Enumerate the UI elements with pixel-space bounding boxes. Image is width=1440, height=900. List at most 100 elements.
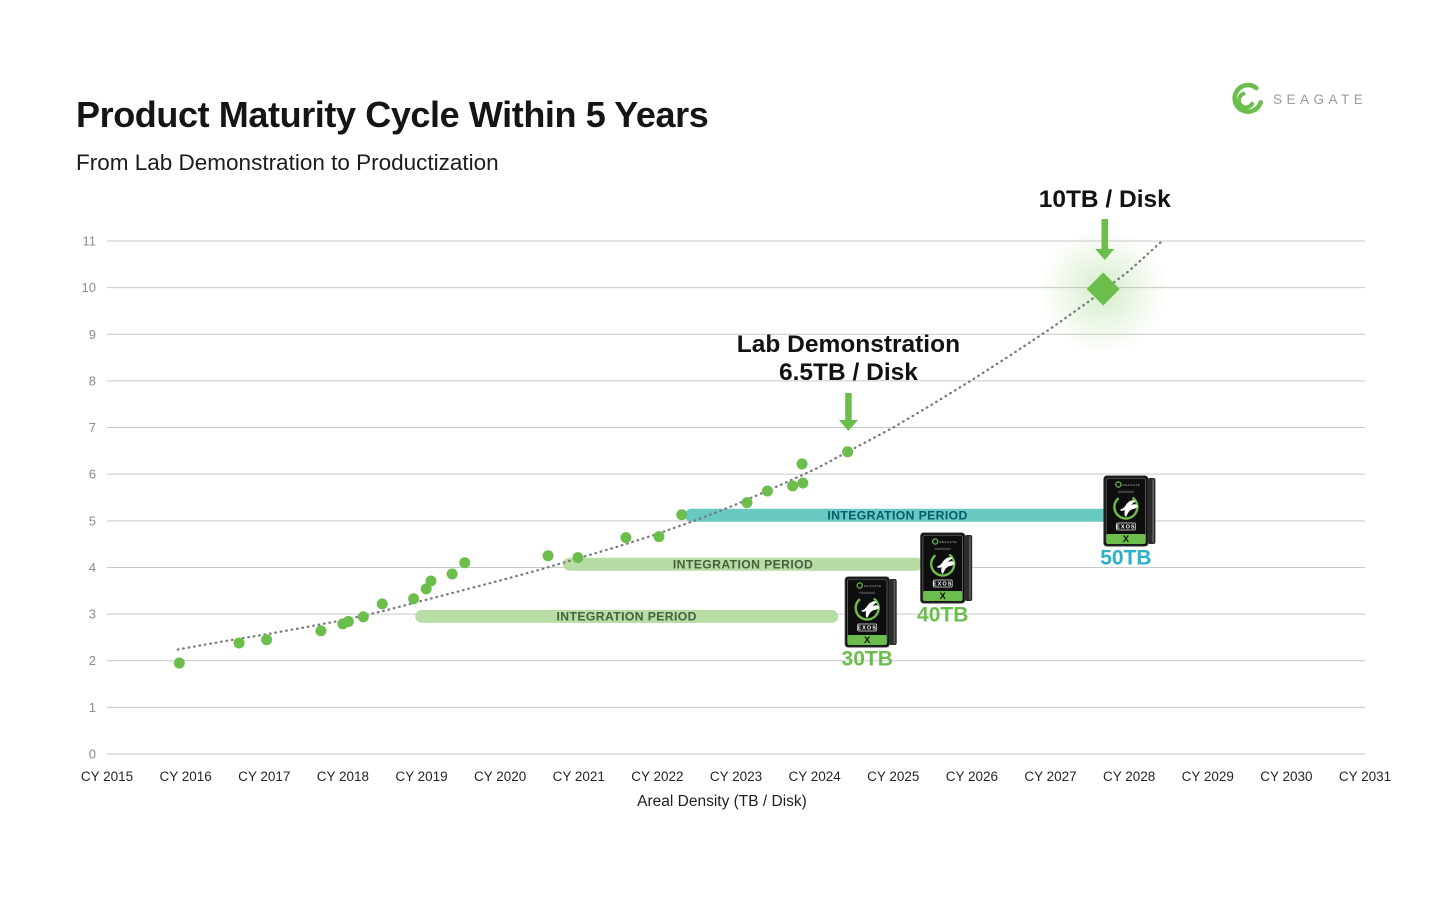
scatter-point	[233, 637, 245, 649]
disk-green-band	[847, 635, 887, 645]
scatter-point	[572, 552, 584, 564]
exos-box	[857, 623, 878, 632]
integration-bar	[415, 609, 839, 623]
scatter-point	[408, 593, 420, 605]
disk-image: SEAGATE EXOS X 40TB	[917, 532, 973, 627]
scatter-point	[261, 634, 273, 646]
disk-brand-text: SEAGATE	[864, 584, 882, 588]
integration-bar-label: INTEGRATION PERIOD	[827, 508, 967, 522]
y-tick-label: 8	[89, 373, 96, 388]
scatter-point	[542, 550, 554, 562]
scatter-point	[357, 611, 369, 623]
disk-capacity-label: 30TB	[842, 648, 893, 671]
x-tick-label: CY 2015	[81, 769, 133, 784]
x-tick-label: CY 2016	[159, 769, 211, 784]
x-tick-label: CY 2030	[1260, 769, 1312, 784]
disk-image: SEAGATE EXOS X 50TB	[1100, 475, 1156, 570]
disk-image: SEAGATE EXOS X 30TB	[842, 576, 897, 671]
scatter-point	[796, 458, 808, 470]
disk-band-x: X	[1123, 534, 1130, 545]
disk-model-line	[934, 547, 951, 550]
y-tick-label: 2	[89, 653, 96, 668]
down-arrow-icon	[1095, 249, 1115, 260]
x-tick-label: CY 2022	[631, 769, 683, 784]
scatter-point	[761, 485, 773, 497]
y-tick-label: 10	[82, 280, 96, 295]
y-tick-label: 6	[89, 467, 96, 482]
exos-ring-icon	[930, 551, 956, 577]
scatter-point	[425, 575, 437, 587]
seagate-swirl-icon	[856, 582, 863, 589]
disk-brand-text: SEAGATE	[939, 540, 957, 544]
exos-bird-icon	[861, 601, 880, 618]
exos-text: EXOS	[857, 626, 877, 632]
integration-bar-label: INTEGRATION PERIOD	[557, 610, 697, 624]
diamond-marker	[1086, 272, 1120, 306]
scatter-point	[741, 497, 753, 509]
seagate-swirl-icon	[1115, 481, 1122, 488]
scatter-point	[446, 568, 458, 580]
seagate-logo: SEAGATE	[1226, 80, 1367, 118]
disk-band-x: X	[864, 635, 871, 646]
y-tick-label: 11	[83, 234, 97, 249]
y-tick-label: 5	[89, 513, 96, 528]
x-tick-label: CY 2029	[1182, 769, 1234, 784]
y-tick-label: 3	[89, 607, 96, 622]
x-tick-label: CY 2024	[788, 769, 841, 784]
scatter-point	[620, 532, 632, 544]
exos-bird-icon	[936, 557, 955, 574]
scatter-point	[173, 657, 185, 669]
x-tick-label: CY 2021	[553, 769, 605, 784]
scatter-point	[315, 625, 327, 637]
scatter-point	[459, 557, 471, 569]
x-tick-label: CY 2028	[1103, 769, 1155, 784]
x-tick-label: CY 2018	[317, 769, 369, 784]
exos-box	[932, 579, 953, 588]
disk-capacity-label: 50TB	[1100, 547, 1151, 570]
exos-bird-icon	[1119, 500, 1138, 517]
scatter-point	[676, 509, 688, 521]
scatter-point	[376, 598, 388, 610]
disk-side-highlight	[969, 536, 971, 600]
y-tick-label: 0	[89, 747, 96, 762]
down-arrow-icon	[838, 420, 858, 431]
disk-model-line	[1117, 490, 1134, 493]
annotation-text: 10TB / Disk	[1039, 186, 1171, 213]
scatter-point	[420, 583, 432, 595]
seagate-wordmark: SEAGATE	[1273, 91, 1368, 107]
annotation-text: Lab Demonstration	[737, 331, 960, 358]
integration-bar	[684, 508, 1111, 522]
x-tick-label: CY 2019	[395, 769, 447, 784]
x-tick-label: CY 2023	[710, 769, 762, 784]
integration-bar	[563, 557, 924, 571]
exos-text: EXOS	[933, 582, 953, 588]
disk-capacity-label: 40TB	[917, 604, 968, 627]
disk-side-highlight	[893, 580, 896, 644]
seagate-swirl-icon	[932, 538, 939, 545]
page-title: Product Maturity Cycle Within 5 Years	[76, 94, 709, 136]
disk-model-line	[859, 591, 876, 594]
disk-brand-text: SEAGATE	[1122, 483, 1140, 487]
scatter-point	[653, 531, 665, 543]
x-tick-label: CY 2031	[1339, 769, 1391, 784]
x-axis-caption: Areal Density (TB / Disk)	[637, 793, 807, 810]
x-tick-label: CY 2027	[1024, 769, 1076, 784]
scatter-point	[842, 446, 854, 458]
disk-band-x: X	[940, 591, 947, 602]
y-tick-label: 1	[89, 700, 96, 715]
x-tick-label: CY 2020	[474, 769, 526, 784]
exos-box	[1116, 522, 1136, 531]
y-tick-label: 4	[89, 560, 96, 575]
scatter-point	[797, 477, 809, 489]
seagate-swirl-icon	[1232, 82, 1263, 114]
y-tick-label: 9	[89, 327, 96, 342]
disk-side	[1147, 478, 1156, 544]
disk-side	[889, 579, 897, 645]
disk-side-highlight	[1152, 479, 1154, 543]
annotation-text: 6.5TB / Disk	[779, 359, 918, 386]
trend-line	[176, 239, 1164, 651]
integration-bar-label: INTEGRATION PERIOD	[673, 557, 813, 571]
page-subtitle: From Lab Demonstration to Productization	[76, 149, 499, 175]
disk-green-band	[923, 591, 963, 601]
